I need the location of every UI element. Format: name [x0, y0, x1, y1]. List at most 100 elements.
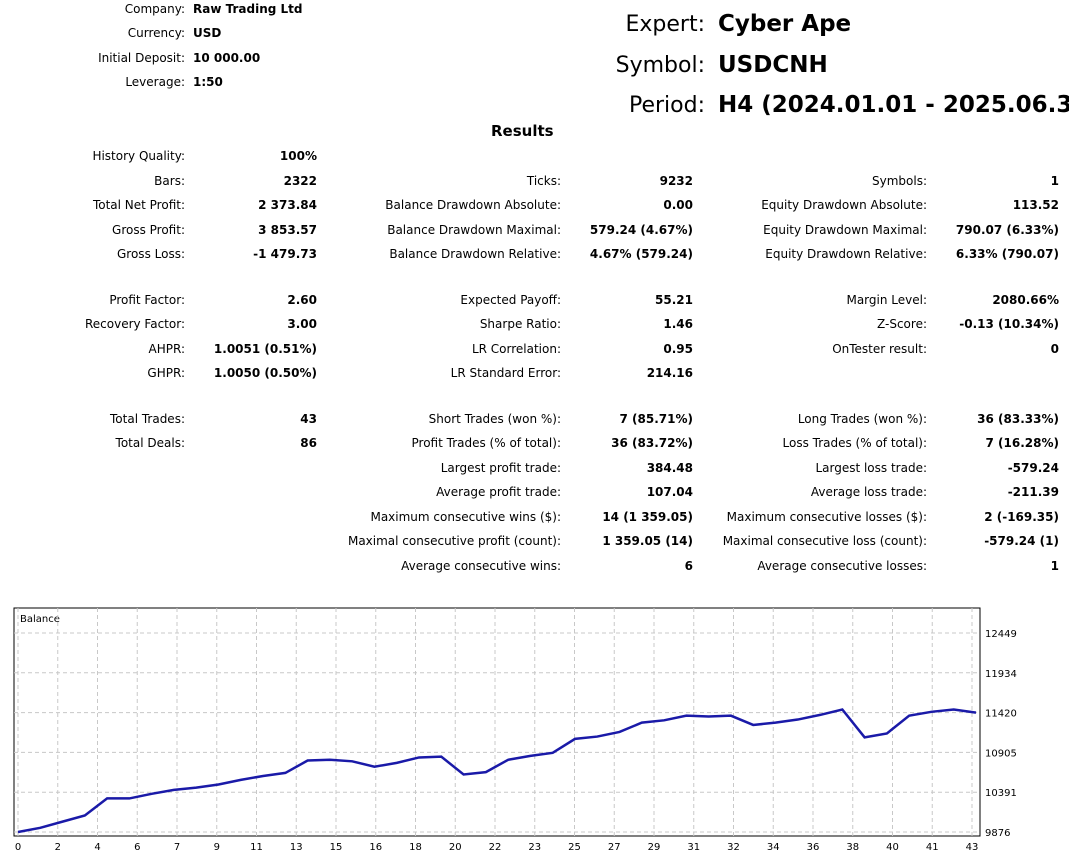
col2-label: Average profit trade: [436, 485, 561, 499]
x-tick-label: 25 [568, 842, 581, 853]
col1-value: 3.00 [287, 317, 317, 331]
x-tick-label: 6 [134, 842, 140, 853]
col2-label: Ticks: [526, 174, 561, 188]
col3-label: Maximal consecutive loss (count): [722, 534, 927, 548]
x-tick-label: 0 [15, 842, 21, 853]
y-tick-label: 10905 [985, 748, 1017, 759]
col1-label: GHPR: [147, 366, 185, 380]
col3-value: 36 (83.33%) [977, 412, 1059, 426]
col2-value: 0.95 [663, 342, 693, 356]
x-tick-label: 11 [250, 842, 263, 853]
leverage-label: Leverage: [125, 75, 185, 89]
col3-value: -579.24 (1) [984, 534, 1059, 548]
col2-value: 55.21 [655, 293, 693, 307]
col2-value: 384.48 [646, 461, 693, 475]
x-tick-label: 34 [767, 842, 780, 853]
initial-deposit-label: Initial Deposit: [98, 51, 185, 65]
col1-label: Gross Loss: [117, 247, 185, 261]
x-tick-label: 15 [330, 842, 343, 853]
col2-label: Largest profit trade: [440, 461, 561, 475]
col3-value: -0.13 (10.34%) [959, 317, 1059, 331]
col3-label: Long Trades (won %): [797, 412, 927, 426]
x-tick-label: 32 [727, 842, 740, 853]
col3-value: 6.33% (790.07) [955, 247, 1059, 261]
y-tick-label: 12449 [985, 629, 1017, 640]
symbol-label: Symbol: [615, 53, 705, 78]
col1-value: 1.0050 (0.50%) [213, 366, 317, 380]
col2-label: LR Standard Error: [450, 366, 561, 380]
col1-value: 2322 [283, 174, 317, 188]
col2-value: 14 (1 359.05) [602, 510, 693, 524]
col3-label: Maximum consecutive losses ($): [726, 510, 927, 524]
company-label: Company: [124, 2, 185, 16]
balance-series-line [17, 708, 977, 834]
col2-label: Profit Trades (% of total): [411, 436, 561, 450]
expert-label: Expert: [625, 12, 705, 37]
x-tick-label: 40 [886, 842, 899, 853]
col3-value: 7 (16.28%) [985, 436, 1059, 450]
col2-label: Maximal consecutive profit (count): [347, 534, 561, 548]
col3-label: Equity Drawdown Maximal: [763, 223, 927, 237]
col3-label: Largest loss trade: [815, 461, 927, 475]
x-tick-label: 22 [489, 842, 502, 853]
y-tick-label: 11934 [985, 669, 1017, 680]
x-tick-label: 36 [807, 842, 820, 853]
expert-value: Cyber Ape [718, 11, 852, 37]
col3-value: 2080.66% [992, 293, 1059, 307]
x-tick-label: 16 [369, 842, 382, 853]
col3-label: Average loss trade: [810, 485, 927, 499]
period-value: H4 (2024.01.01 - 2025.06.30) [718, 92, 1069, 118]
symbol-value: USDCNH [718, 52, 828, 78]
col2-label: Short Trades (won %): [428, 412, 561, 426]
col1-label: Recovery Factor: [84, 317, 185, 331]
col3-value: 1 [1050, 174, 1059, 188]
x-tick-label: 43 [966, 842, 979, 853]
col1-value: 86 [300, 436, 317, 450]
y-tick-label: 11420 [985, 709, 1017, 720]
col1-label: AHPR: [148, 342, 185, 356]
col3-label: OnTester result: [832, 342, 927, 356]
col3-value: 113.52 [1012, 198, 1059, 212]
chart-plot-area [13, 607, 981, 837]
col1-value: 2.60 [287, 293, 317, 307]
col2-label: Average consecutive wins: [401, 559, 561, 573]
col3-label: Loss Trades (% of total): [782, 436, 928, 450]
col1-value: 2 373.84 [258, 198, 317, 212]
col2-label: Balance Drawdown Absolute: [385, 198, 561, 212]
results-heading: Results [491, 122, 554, 140]
col2-value: 579.24 (4.67%) [589, 223, 693, 237]
col1-label: Profit Factor: [109, 293, 185, 307]
currency-label: Currency: [127, 26, 185, 40]
col1-value: 100% [279, 149, 317, 163]
col2-value: 6 [684, 559, 693, 573]
col2-label: Maximum consecutive wins ($): [370, 510, 561, 524]
col3-label: Average consecutive losses: [757, 559, 927, 573]
col3-value: -579.24 [1007, 461, 1059, 475]
x-tick-label: 23 [528, 842, 541, 853]
chart-title: Balance [20, 614, 60, 625]
col3-label: Equity Drawdown Relative: [765, 247, 927, 261]
col2-value: 7 (85.71%) [619, 412, 693, 426]
col2-label: Sharpe Ratio: [479, 317, 561, 331]
initial-deposit-value: 10 000.00 [193, 51, 261, 65]
period-label: Period: [628, 93, 705, 118]
col2-label: LR Correlation: [471, 342, 561, 356]
col3-label: Margin Level: [846, 293, 927, 307]
col1-label: Total Deals: [115, 436, 185, 450]
x-tick-label: 7 [174, 842, 180, 853]
leverage-value: 1:50 [193, 75, 223, 89]
y-tick-label: 10391 [985, 788, 1017, 799]
col1-label: Total Trades: [110, 412, 185, 426]
col1-value: 3 853.57 [258, 223, 317, 237]
col2-value: 1.46 [663, 317, 693, 331]
company-value: Raw Trading Ltd [193, 2, 303, 16]
x-tick-label: 9 [214, 842, 220, 853]
col2-value: 107.04 [646, 485, 693, 499]
x-tick-label: 20 [449, 842, 462, 853]
col3-label: Symbols: [872, 174, 927, 188]
col2-label: Expected Payoff: [460, 293, 561, 307]
col2-label: Balance Drawdown Relative: [389, 247, 561, 261]
x-tick-label: 41 [926, 842, 939, 853]
col3-value: -211.39 [1007, 485, 1059, 499]
